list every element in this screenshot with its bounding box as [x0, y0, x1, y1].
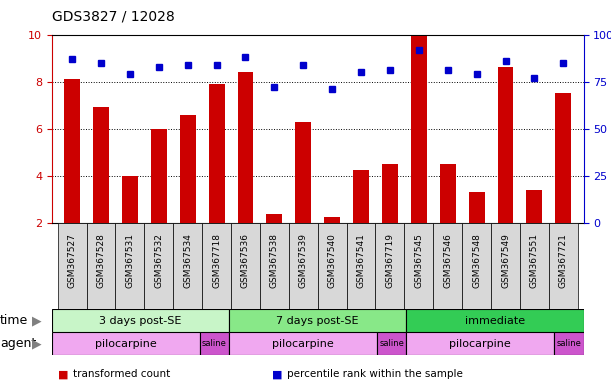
Text: GSM367538: GSM367538: [270, 233, 279, 288]
Text: GSM367541: GSM367541: [357, 233, 365, 288]
Text: GSM367551: GSM367551: [530, 233, 539, 288]
Text: saline: saline: [556, 339, 581, 348]
Text: GSM367546: GSM367546: [443, 233, 452, 288]
Text: 3 days post-SE: 3 days post-SE: [100, 316, 181, 326]
Bar: [151, 129, 167, 223]
Bar: [52, 332, 200, 355]
FancyBboxPatch shape: [376, 223, 404, 309]
Bar: [324, 217, 340, 223]
Bar: [497, 68, 513, 223]
Bar: [266, 215, 282, 223]
Text: saline: saline: [379, 339, 404, 348]
Text: GSM367531: GSM367531: [125, 233, 134, 288]
Text: time: time: [0, 314, 28, 327]
FancyBboxPatch shape: [462, 223, 491, 309]
Text: ■: ■: [58, 369, 68, 379]
Bar: [229, 332, 377, 355]
Text: GSM367532: GSM367532: [155, 233, 163, 288]
Text: pilocarpine: pilocarpine: [95, 339, 156, 349]
FancyBboxPatch shape: [260, 223, 289, 309]
FancyBboxPatch shape: [289, 223, 318, 309]
Text: agent: agent: [0, 337, 36, 350]
Text: ▶: ▶: [32, 314, 42, 327]
Text: GSM367527: GSM367527: [68, 233, 76, 288]
FancyBboxPatch shape: [174, 223, 202, 309]
Bar: [52, 309, 229, 332]
Text: GSM367718: GSM367718: [212, 233, 221, 288]
FancyBboxPatch shape: [346, 223, 376, 309]
Bar: [295, 122, 311, 223]
Bar: [229, 309, 406, 332]
Text: pilocarpine: pilocarpine: [272, 339, 334, 349]
Text: immediate: immediate: [465, 316, 525, 326]
Bar: [122, 176, 138, 223]
Bar: [469, 192, 485, 223]
Bar: [527, 190, 543, 223]
Bar: [554, 332, 584, 355]
Text: GSM367534: GSM367534: [183, 233, 192, 288]
FancyBboxPatch shape: [144, 223, 174, 309]
Text: 7 days post-SE: 7 days post-SE: [276, 316, 359, 326]
FancyBboxPatch shape: [491, 223, 520, 309]
Text: ■: ■: [272, 369, 282, 379]
Text: GSM367539: GSM367539: [299, 233, 308, 288]
Bar: [440, 164, 456, 223]
FancyBboxPatch shape: [115, 223, 144, 309]
FancyBboxPatch shape: [404, 223, 433, 309]
Bar: [411, 36, 426, 223]
Bar: [377, 332, 406, 355]
Text: GSM367536: GSM367536: [241, 233, 250, 288]
Text: GSM367721: GSM367721: [559, 233, 568, 288]
Bar: [555, 93, 571, 223]
Text: GDS3827 / 12028: GDS3827 / 12028: [52, 10, 175, 23]
FancyBboxPatch shape: [549, 223, 578, 309]
Text: GSM367719: GSM367719: [386, 233, 395, 288]
Text: GSM367540: GSM367540: [327, 233, 337, 288]
Text: GSM367549: GSM367549: [501, 233, 510, 288]
Text: percentile rank within the sample: percentile rank within the sample: [287, 369, 463, 379]
FancyBboxPatch shape: [231, 223, 260, 309]
Text: saline: saline: [202, 339, 227, 348]
Text: pilocarpine: pilocarpine: [449, 339, 511, 349]
FancyBboxPatch shape: [57, 223, 87, 309]
Bar: [200, 332, 229, 355]
Bar: [353, 170, 369, 223]
FancyBboxPatch shape: [87, 223, 115, 309]
Text: ▶: ▶: [32, 337, 42, 350]
Bar: [64, 79, 80, 223]
Bar: [93, 108, 109, 223]
FancyBboxPatch shape: [520, 223, 549, 309]
Bar: [209, 84, 225, 223]
Text: GSM367545: GSM367545: [414, 233, 423, 288]
FancyBboxPatch shape: [318, 223, 346, 309]
Text: GSM367528: GSM367528: [97, 233, 106, 288]
Bar: [406, 332, 554, 355]
Bar: [382, 164, 398, 223]
Text: transformed count: transformed count: [73, 369, 170, 379]
Bar: [238, 72, 254, 223]
Bar: [406, 309, 584, 332]
Text: GSM367548: GSM367548: [472, 233, 481, 288]
FancyBboxPatch shape: [433, 223, 462, 309]
FancyBboxPatch shape: [202, 223, 231, 309]
Bar: [180, 114, 196, 223]
